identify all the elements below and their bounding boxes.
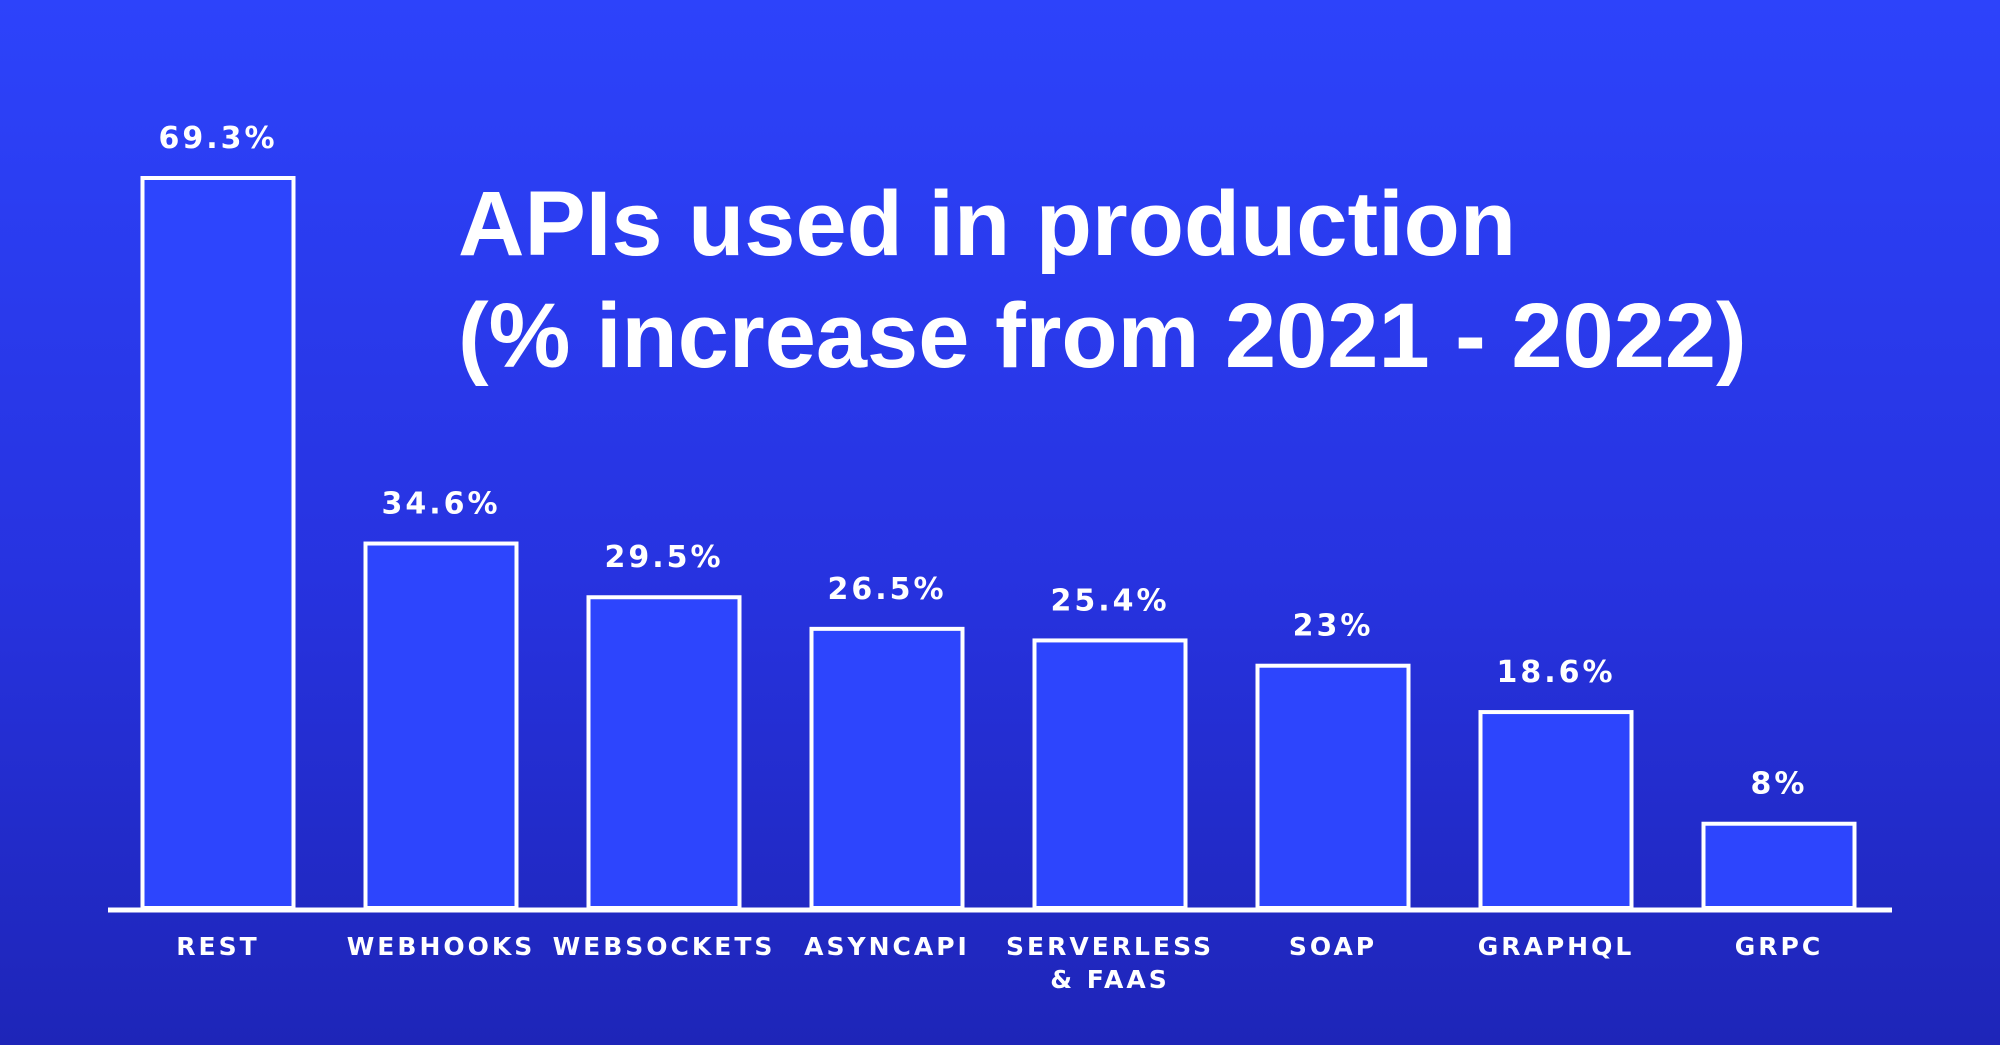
category-label-serverless-and-faas-line-2: & FAAS — [1050, 965, 1169, 994]
value-label-websockets: 29.5% — [604, 540, 723, 575]
bar-websockets — [586, 595, 742, 910]
value-labels-group: 69.3% 34.6% 29.5% 26.5% 25.4% 23% 18.6% 8% — [158, 121, 1808, 802]
category-label-graphql: GRAPHQL — [1478, 932, 1635, 961]
value-label-serverless-and-faas: 25.4% — [1050, 583, 1169, 618]
value-label-webhooks: 34.6% — [381, 487, 500, 522]
value-label-asyncapi: 26.5% — [827, 572, 946, 607]
category-label-webhooks: WEBHOOKS — [347, 932, 536, 961]
bar-asyncapi — [809, 626, 965, 910]
category-label-websockets: WEBSOCKETS — [553, 932, 776, 961]
value-label-soap: 23% — [1293, 609, 1374, 644]
category-labels-group: REST WEBHOOKS WEBSOCKETS ASYNCAPI SERVERLESS… — [176, 932, 1823, 994]
category-label-soap: SOAP — [1289, 932, 1377, 961]
chart-title-line-2: (% increase from 2021 - 2022) — [458, 285, 1747, 387]
category-label-asyncapi: ASYNCAPI — [804, 932, 970, 961]
bar-webhooks — [363, 541, 519, 910]
chart-title: APIs used in production (% increase from… — [458, 168, 1747, 392]
bar-rest — [140, 176, 296, 910]
bar-grpc — [1701, 821, 1857, 910]
bar-soap — [1255, 663, 1411, 910]
chart-title-line-1: APIs used in production — [458, 173, 1517, 275]
bar-graphql — [1478, 710, 1634, 911]
bar-serverless-and-faas — [1032, 638, 1188, 910]
category-label-serverless-and-faas-line-1: SERVERLESS — [1006, 932, 1214, 961]
value-label-rest: 69.3% — [158, 121, 277, 156]
category-label-grpc: GRPC — [1735, 932, 1823, 961]
category-label-rest: REST — [176, 932, 259, 961]
bars-group — [140, 176, 1857, 911]
value-label-graphql: 18.6% — [1496, 655, 1615, 690]
value-label-grpc: 8% — [1751, 767, 1808, 802]
